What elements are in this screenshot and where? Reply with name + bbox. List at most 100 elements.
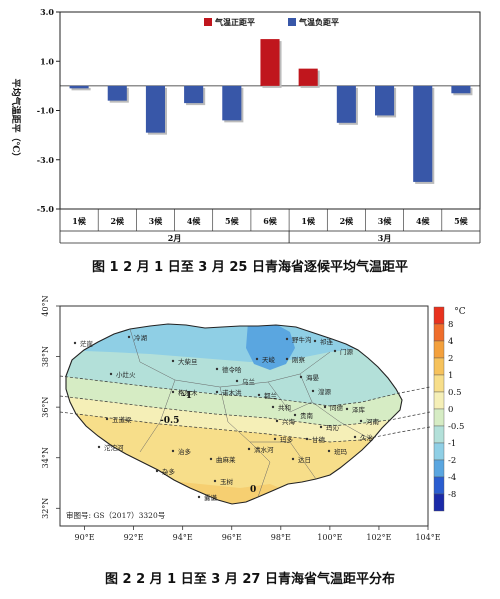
- zone-minus-2: [66, 324, 402, 362]
- colorbar-cell: [433, 306, 445, 325]
- station-dot: [155, 469, 159, 473]
- colorbar-cell: [433, 357, 445, 376]
- station-name: 沱沱河: [104, 443, 124, 452]
- station-name: 河南: [366, 417, 380, 426]
- bar: [107, 85, 127, 101]
- colorbar-cell: [433, 425, 445, 444]
- station-dot: [353, 435, 357, 439]
- colorbar-label: 2: [448, 354, 453, 364]
- y-tick-label: -1.0: [37, 106, 55, 116]
- x-group-label: 2月: [168, 233, 182, 243]
- x-tick-label: 1候: [72, 216, 87, 226]
- map-approval-note: 审图号: GS（2017）3320号: [66, 510, 165, 520]
- station-dot: [285, 357, 289, 361]
- station-name: 五道梁: [112, 415, 132, 424]
- station-name: 都兰: [264, 391, 278, 400]
- lon-tick-label: 96°E: [222, 533, 242, 542]
- lon-tick-label: 104°E: [415, 533, 440, 542]
- colorbar-label: 4: [448, 337, 453, 347]
- station-dot: [257, 393, 261, 397]
- colorbar-label: -4: [448, 473, 456, 483]
- lon-tick-label: 102°E: [366, 533, 391, 542]
- colorbar-cell: [433, 374, 445, 393]
- bar: [451, 85, 471, 94]
- legend-label: 气温负距平: [298, 17, 339, 27]
- contour-label: 0: [250, 485, 256, 495]
- station-name: 野牛沟: [292, 335, 312, 344]
- station-name: 祁连: [320, 337, 334, 346]
- station-name: 茫崖: [80, 339, 94, 348]
- station-name: 泽库: [352, 405, 366, 414]
- province-boundary: [65, 323, 403, 505]
- bar: [184, 85, 204, 104]
- station-dot: [197, 495, 201, 499]
- station-dot: [313, 339, 317, 343]
- lon-tick-label: 100°E: [317, 533, 342, 542]
- colorbar-cell: [433, 323, 445, 342]
- station-name: 久治: [360, 433, 374, 442]
- colorbar-label: -1: [448, 439, 456, 449]
- bar-shadow: [71, 87, 91, 91]
- figure-1-caption: 图 1 2 月 1 日至 3 月 25 日青海省逐候平均气温距平: [91, 260, 408, 275]
- colorbar-cell: [433, 340, 445, 359]
- station-name: 贵南: [300, 411, 314, 420]
- station-dot: [333, 349, 337, 353]
- station-name: 清水河: [254, 445, 274, 454]
- station-name: 曲麻莱: [216, 455, 236, 464]
- station-dot: [359, 419, 363, 423]
- station-name: 湟源: [318, 387, 332, 396]
- colorbar-cell: [433, 391, 445, 410]
- station-name: 治多: [178, 447, 192, 456]
- colorbar-cell: [433, 476, 445, 495]
- contour-labels: -1 -0.5 0: [160, 391, 256, 495]
- colorbar-label: 0: [448, 405, 453, 415]
- colorbar-label: -0.5: [448, 422, 464, 432]
- station-name: 甘德: [312, 435, 326, 444]
- station-name: 兴海: [282, 417, 296, 426]
- station-dot: [171, 359, 175, 363]
- bar: [222, 85, 242, 121]
- station-name: 达日: [298, 455, 311, 464]
- lat-tick-label: 40°N: [41, 295, 50, 316]
- y-tick-label: -5.0: [37, 204, 55, 214]
- station-name: 同德: [330, 403, 344, 412]
- station-dot: [127, 335, 131, 339]
- station-dot: [293, 413, 297, 417]
- lon-tick-label: 98°E: [271, 533, 291, 542]
- station-name: 大柴旦: [178, 357, 198, 366]
- colorbar-label: 1: [448, 371, 453, 381]
- station-dot: [109, 372, 113, 376]
- station-dot: [247, 447, 251, 451]
- station-dot: [73, 341, 77, 345]
- legend-swatch: [288, 18, 296, 26]
- bar: [298, 68, 318, 86]
- colorbar-label: 0.5: [448, 388, 462, 398]
- lat-tick-label: 32°N: [41, 498, 50, 519]
- station-dot: [319, 425, 323, 429]
- bar-series: [69, 39, 473, 184]
- station-dot: [171, 390, 175, 394]
- x-axis-category-table: 1候 2候 3候 4候 5候 6候 1候 2候 3候 4候 5候 2月 3月: [59, 209, 481, 244]
- contour-label: -0.5: [160, 416, 179, 426]
- station-name: 班玛: [334, 447, 348, 456]
- x-tick-label: 2候: [340, 216, 355, 226]
- station-name: 德令哈: [222, 365, 242, 374]
- station-name: 海晏: [306, 373, 320, 382]
- lon-tick-label: 92°E: [124, 533, 144, 542]
- station-name: 格尔木: [178, 388, 198, 397]
- contours: [59, 375, 431, 443]
- y-tick-label: 3.0: [40, 7, 54, 17]
- figure-2-caption: 图 2 2 月 1 日至 3 月 27 日青海省气温距平分布: [104, 572, 395, 587]
- colorbar-label: -8: [448, 490, 456, 500]
- county-boundaries: [129, 328, 373, 498]
- pentad-anomaly-bar-chart: 3.0 1.0 -1.0 -3.0 -5.0 1候 2候 3候 4候 5候 6候 1候 2候 3候 4候 5…: [10, 7, 481, 244]
- station-dot: [271, 405, 275, 409]
- x-tick-label: 5候: [454, 216, 469, 226]
- x-tick-label: 3候: [378, 216, 393, 226]
- station-dot: [273, 437, 277, 441]
- x-tick-label: 4候: [187, 216, 202, 226]
- y-tick-label: 1.0: [40, 56, 54, 66]
- station-name: 诺木洪: [222, 388, 242, 397]
- station-name: 玉树: [220, 477, 234, 486]
